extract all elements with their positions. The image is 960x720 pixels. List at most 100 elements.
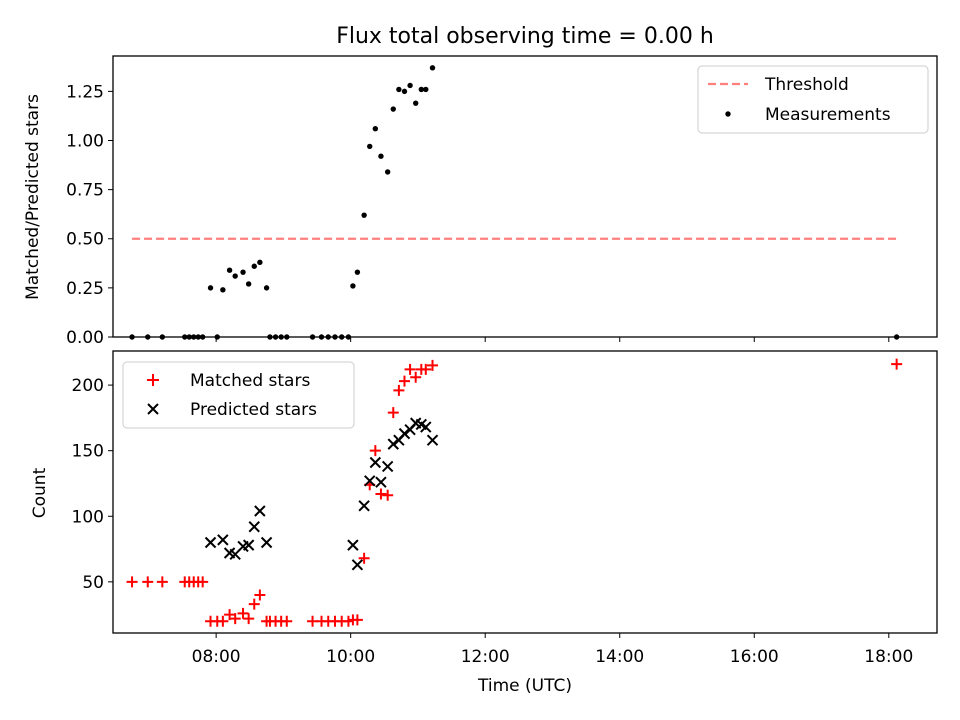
- legend-bottom: Matched stars Predicted stars: [122, 361, 355, 429]
- measurement-point: [372, 126, 379, 132]
- predicted-stars-point: [420, 421, 432, 433]
- predicted-stars-point: [387, 438, 399, 450]
- matched-stars-point: [369, 445, 381, 457]
- y-tick-label: 0.25: [66, 279, 104, 299]
- measurement-point: [159, 334, 166, 340]
- measurement-point: [401, 88, 408, 95]
- measurement-point: [309, 334, 316, 340]
- matched-stars-point: [891, 358, 903, 370]
- measurement-point: [367, 143, 373, 150]
- predicted-stars-point: [426, 434, 439, 446]
- measurement-point: [390, 106, 396, 112]
- measurement-point: [251, 263, 257, 269]
- measurement-point: [272, 334, 279, 340]
- x-tick-label: 18:00: [864, 647, 913, 667]
- y-tick-label: 1.25: [66, 82, 104, 102]
- y-tick-label: 0.00: [66, 328, 104, 348]
- matched-stars-point: [375, 488, 387, 500]
- matched-stars-point: [224, 609, 236, 621]
- predicted-stars-point: [248, 521, 260, 533]
- axes-frame: [112, 350, 938, 634]
- measurement-point: [226, 267, 233, 273]
- predicted-stars-point: [204, 536, 217, 549]
- measurement-point: [195, 334, 201, 340]
- x-tick-label: 16:00: [730, 647, 779, 667]
- measurement-point: [263, 285, 270, 291]
- y-tick-label: 100: [72, 507, 104, 527]
- matched-stars-point: [358, 552, 370, 564]
- y-tick-label: 50: [82, 573, 104, 593]
- matched-stars-point: [237, 607, 249, 619]
- chart-title: Flux total observing time = 0.00 h: [336, 24, 714, 49]
- measurement-point: [245, 281, 252, 287]
- measurement-point: [412, 100, 419, 106]
- legend-predicted-label: Predicted stars: [190, 400, 317, 420]
- matched-stars-point: [248, 598, 260, 610]
- axes-frame: [112, 55, 938, 338]
- measurement-point: [145, 334, 151, 340]
- matched-stars-point: [393, 384, 405, 396]
- measurement-point: [284, 334, 290, 340]
- measurement-point: [332, 334, 338, 340]
- x-tick-label: 12:00: [461, 647, 510, 667]
- measurement-point: [191, 334, 197, 340]
- matched-stars-point: [410, 371, 422, 383]
- predicted-stars-point: [369, 456, 382, 469]
- predicted-stars-point: [358, 500, 370, 512]
- measurement-point: [429, 65, 436, 71]
- top-y-axis-label: Matched/Predicted stars: [23, 94, 43, 300]
- matched-stars-point: [243, 613, 255, 625]
- legend-predicted-swatch: [147, 403, 159, 415]
- ratio-plot-area: 0.00 0.25 0.50 0.75 1.00 1.25 Threshold Measure…: [66, 55, 938, 348]
- measurement-point: [378, 153, 384, 159]
- matched-stars-point: [142, 576, 154, 588]
- measurement-point: [318, 334, 325, 340]
- measurement-point: [354, 269, 361, 275]
- x-tick-label: 14:00: [595, 647, 644, 667]
- matched-stars-point: [427, 359, 439, 371]
- y-tick-label: 0.75: [66, 181, 104, 201]
- matched-stars-point: [197, 576, 209, 588]
- predicted-stars-point: [398, 427, 411, 440]
- predicted-stars-point: [254, 505, 266, 517]
- predicted-stars-point: [351, 559, 364, 571]
- matched-stars-point: [420, 363, 432, 375]
- matched-stars-point: [254, 589, 266, 601]
- measurement-point: [278, 334, 284, 340]
- x-axis-label: Time (UTC): [477, 676, 572, 696]
- matched-stars-point: [398, 375, 410, 387]
- measurement-point: [199, 334, 206, 340]
- measurement-point: [361, 212, 367, 218]
- x-tick-label: 08:00: [192, 647, 241, 667]
- matched-stars-point: [387, 407, 399, 419]
- matched-stars-point: [126, 576, 138, 588]
- bottom-y-axis-label: Count: [30, 467, 50, 518]
- measurement-point: [407, 82, 413, 89]
- y-tick-label: 1.00: [66, 131, 104, 151]
- predicted-stars-point: [242, 539, 255, 551]
- predicted-stars-point: [347, 539, 359, 551]
- matched-stars-point: [382, 489, 394, 501]
- measurement-point: [893, 334, 900, 340]
- matched-stars-point: [217, 615, 229, 627]
- predicted-stars-point: [260, 536, 273, 549]
- matched-stars-point: [351, 614, 363, 626]
- measurement-point: [423, 86, 429, 93]
- legend-top: Threshold Measurements: [697, 65, 929, 134]
- measurement-point: [240, 269, 246, 275]
- measurement-point: [384, 169, 391, 175]
- y-tick-label: 150: [72, 442, 104, 462]
- legend-measurements-label: Measurements: [765, 105, 891, 125]
- predicted-stars-point: [364, 475, 376, 487]
- measurement-point: [220, 287, 226, 293]
- matched-stars-point: [281, 615, 293, 627]
- measurement-point: [257, 259, 263, 266]
- measurement-point: [182, 334, 188, 340]
- legend-measurements-swatch: [725, 111, 731, 117]
- measurement-point: [339, 334, 345, 340]
- measurement-point: [214, 334, 220, 340]
- count-plot-area: 50 100 150 200 08:00 10:00 12:00 14:00 16:00 18:0…: [72, 350, 938, 667]
- y-tick-label: 200: [72, 376, 104, 396]
- x-tick-label: 10:00: [326, 647, 375, 667]
